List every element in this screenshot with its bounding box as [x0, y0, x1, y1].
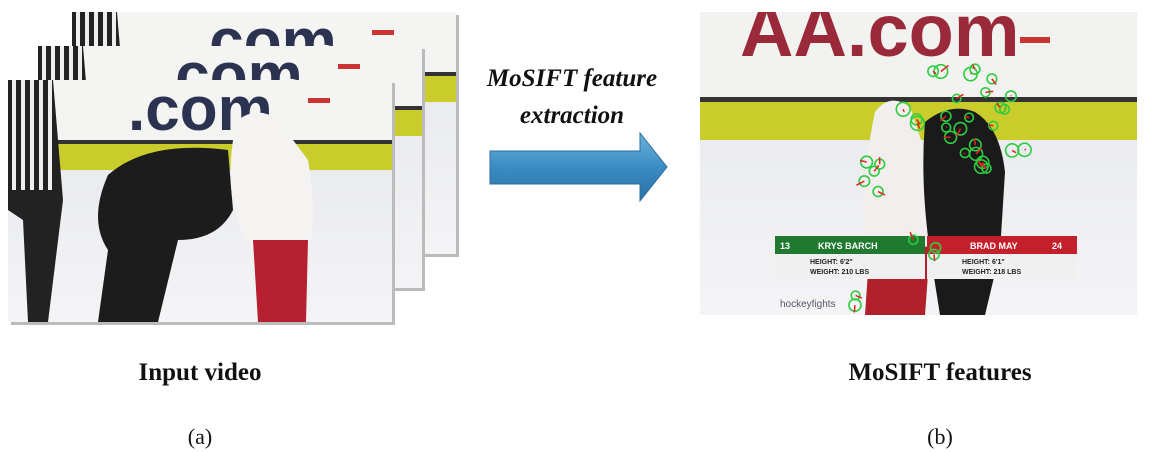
caption: MoSIFT features [848, 359, 1031, 386]
arrow: MoSIFT feature extraction [486, 65, 667, 201]
player-number: 24 [1052, 241, 1062, 251]
motion-vector [964, 153, 965, 154]
motion-vector [903, 109, 904, 111]
figure: .com.com.com MoSIFT feature extraction A… [0, 0, 1150, 452]
video-frame: .com [8, 75, 395, 325]
referee-stripe [12, 80, 16, 190]
white-player-stripe [253, 240, 308, 322]
motion-vector [854, 305, 855, 312]
motion-vector [989, 125, 993, 126]
board-edge [700, 97, 1137, 102]
logo [372, 30, 394, 35]
subfigure-label: (a) [188, 424, 212, 449]
watermark: hockeyfights [780, 299, 836, 310]
banner-text: AA.com [740, 0, 1020, 72]
player-height: HEIGHT: 6'2" [810, 259, 853, 266]
referee-stripe [21, 80, 25, 190]
input-video-frames: .com.com.com [8, 7, 459, 325]
motion-vector [934, 255, 935, 261]
player-height: HEIGHT: 6'1" [962, 259, 1005, 266]
player-name: BRAD MAY [970, 241, 1018, 251]
referee-stripe [30, 80, 34, 190]
logo [308, 98, 330, 103]
subfigure-label: (b) [927, 424, 953, 449]
output-frame: AA.com 13 KRYS BARCH BRAD MAY 24 HEIGHT:… [700, 0, 1137, 315]
referee-stripe [48, 80, 52, 190]
board-edge [8, 140, 392, 144]
player-weight: WEIGHT: 218 LBS [962, 269, 1021, 276]
arrow-label: MoSIFT feature [486, 65, 657, 92]
caption: Input video [139, 359, 262, 386]
player-number: 13 [780, 241, 790, 251]
referee-stripe [39, 80, 43, 190]
motion-vector [974, 138, 975, 145]
frame-content: .com [8, 75, 392, 322]
arrow-label: extraction [520, 102, 624, 129]
logo [1020, 37, 1050, 43]
player-name: KRYS BARCH [818, 241, 878, 251]
motion-vector [985, 91, 993, 92]
motion-vector [965, 117, 969, 118]
logo [338, 64, 360, 69]
arrow-shape [490, 133, 667, 201]
player-weight: WEIGHT: 210 LBS [810, 269, 869, 276]
